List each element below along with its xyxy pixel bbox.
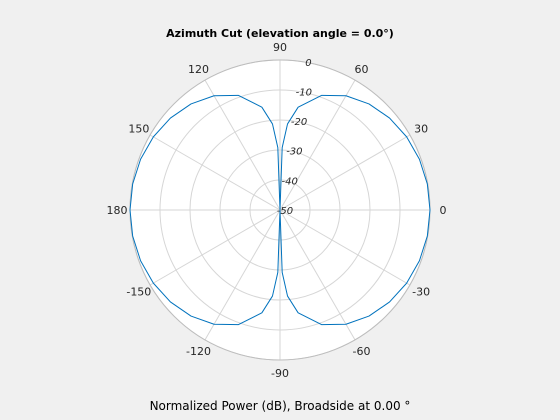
angle-tick-label-7: -150	[126, 286, 151, 299]
series-layer	[129, 94, 431, 326]
radial-tick-label-1: -10	[296, 87, 312, 98]
angle-tick-label-11: -30	[412, 286, 430, 299]
angle-tick-label-4: 120	[188, 63, 209, 76]
angle-tick-label-2: 60	[355, 63, 369, 76]
radial-tick-label-3: -30	[286, 147, 302, 158]
angle-tick-label-0: 0	[440, 204, 447, 217]
angle-tick-label-10: -60	[353, 345, 371, 358]
radial-tick-label-2: -20	[291, 117, 307, 128]
series-line-0	[129, 94, 431, 326]
radial-tick-label-4: -40	[282, 176, 298, 187]
grid-spoke-1	[279, 134, 411, 211]
chart-title: Azimuth Cut (elevation angle = 0.0°)	[166, 27, 394, 40]
grid-spoke-4	[204, 79, 281, 211]
angle-tick-label-8: -120	[186, 345, 211, 358]
chart-xlabel: Normalized Power (dB), Broadside at 0.00…	[150, 399, 411, 413]
radial-tick-label-5: -50	[277, 206, 293, 217]
grid-spoke-2	[279, 79, 356, 211]
grid-spoke-10	[279, 209, 356, 341]
angle-tick-label-5: 150	[128, 123, 149, 136]
radial-tick-labels: 0 -10 -20 -30 -40 -50	[277, 58, 312, 217]
angle-tick-label-3: 90	[273, 41, 287, 54]
radial-tick-label-0: 0	[305, 58, 311, 69]
grid-spoke-8	[204, 209, 281, 341]
angle-tick-label-6: 180	[107, 204, 128, 217]
angle-tick-labels: 0 30 60 90 120 150 180 -150 -120 -90 -60 -30	[107, 41, 447, 380]
grid-spoke-5	[149, 134, 281, 211]
grid-spoke-7	[149, 209, 281, 286]
angle-tick-label-9: -90	[271, 367, 289, 380]
grid-spoke-11	[279, 209, 411, 286]
angle-tick-label-1: 30	[414, 123, 428, 136]
